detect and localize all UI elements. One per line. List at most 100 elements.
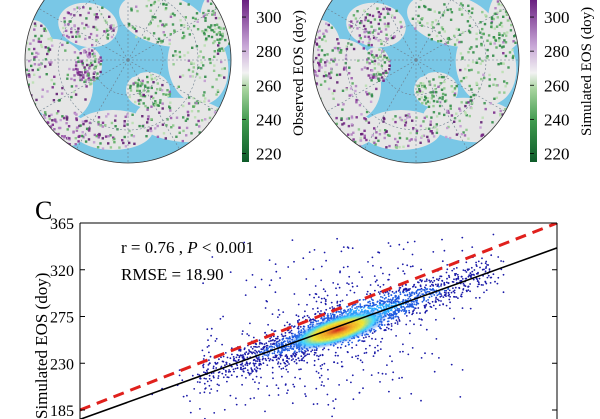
map-pixel [310,29,312,31]
map-pixel [337,134,340,137]
scatter-point [413,323,415,326]
map-pixel [139,83,142,86]
scatter-point [436,285,439,287]
map-pixel [27,48,31,51]
scatter-point [453,268,455,270]
map-pixel [198,131,201,134]
map-pixel [497,3,500,6]
map-pixel [450,114,454,117]
map-pixel [365,90,368,94]
map-pixel [220,60,223,64]
map-pixel [146,108,149,111]
scatter-point [308,293,311,296]
map-pixel [212,69,216,72]
map-pixel [101,125,104,128]
scatter-point [461,291,464,294]
map-pixel [373,127,376,130]
map-pixel [27,83,30,86]
map-pixel [449,104,452,107]
map-pixel [410,138,413,141]
scatter-point [287,361,289,363]
map-pixel [325,22,328,25]
scatter-point [346,246,349,249]
map-pixel [387,25,390,28]
map-pixel [84,51,88,54]
scatter-point [221,372,224,375]
map-pixel [97,136,100,139]
map-pixel [77,135,80,138]
map-pixel [63,23,67,27]
scatter-point [281,349,283,352]
map-pixel [88,67,91,70]
map-pixel [92,78,96,81]
map-pixel [468,47,472,50]
map-pixel [177,85,180,88]
map-pixel [95,64,99,67]
map-pixel [370,50,373,53]
map-pixel [220,47,224,50]
map-pixel [179,2,182,5]
map-pixel [228,27,231,30]
map-pixel [355,116,358,119]
scatter-point [469,275,472,277]
scatter-point [267,323,269,326]
scatter-point [266,349,269,352]
map-pixel [330,71,333,74]
map-pixel [48,114,51,118]
scatter-point [383,297,386,300]
map-pixel [470,46,473,49]
map-pixel [207,9,210,12]
scatter-point [409,288,411,290]
map-pixel [193,116,197,119]
map-pixel [523,16,525,18]
map-pixel [234,20,236,22]
map-pixel [75,126,79,129]
map-pixel [398,145,401,149]
map-pixel [407,144,410,148]
scatter-point [244,404,247,406]
scatter-point [196,373,199,376]
scatter-point [279,356,282,358]
map-pixel [425,127,428,130]
scatter-point [203,354,206,357]
map-pixel [363,30,366,34]
scatter-point [288,349,291,352]
scatter-point [408,305,411,307]
map-pixel [219,127,222,130]
scatter-point [420,399,422,402]
map-pixel [422,82,425,85]
map-pixel [489,102,492,105]
map-pixel [68,143,71,146]
scatter-point [287,371,289,373]
map-pixel [44,65,47,68]
map-pixel [466,20,470,23]
scatter-point [387,327,390,330]
scatter-point [296,320,299,322]
scatter-point [306,303,308,306]
scatter-point [302,351,304,354]
map-pixel [375,76,378,80]
map-pixel [455,27,458,31]
scatter-point [418,292,421,294]
map-pixel [83,27,86,30]
scatter-point [409,295,412,297]
map-pixel [362,47,365,50]
map-pixel [70,85,74,88]
map-pixel [495,96,498,99]
map-pixel [350,77,353,80]
map-pixel [221,7,224,10]
map-pixel [326,53,329,56]
map-pixel [355,101,358,104]
map-pixel [94,66,97,70]
map-pixel [80,60,84,63]
scatter-point [324,303,327,306]
map-pixel [48,48,52,51]
map-pixel [330,142,333,145]
map-pixel [99,70,102,74]
scatter-point [380,266,382,269]
map-pixel [377,139,380,142]
scatter-point [484,270,487,273]
scatter-point [241,383,244,386]
map-pixel [446,109,449,112]
scatter-point [420,268,422,271]
